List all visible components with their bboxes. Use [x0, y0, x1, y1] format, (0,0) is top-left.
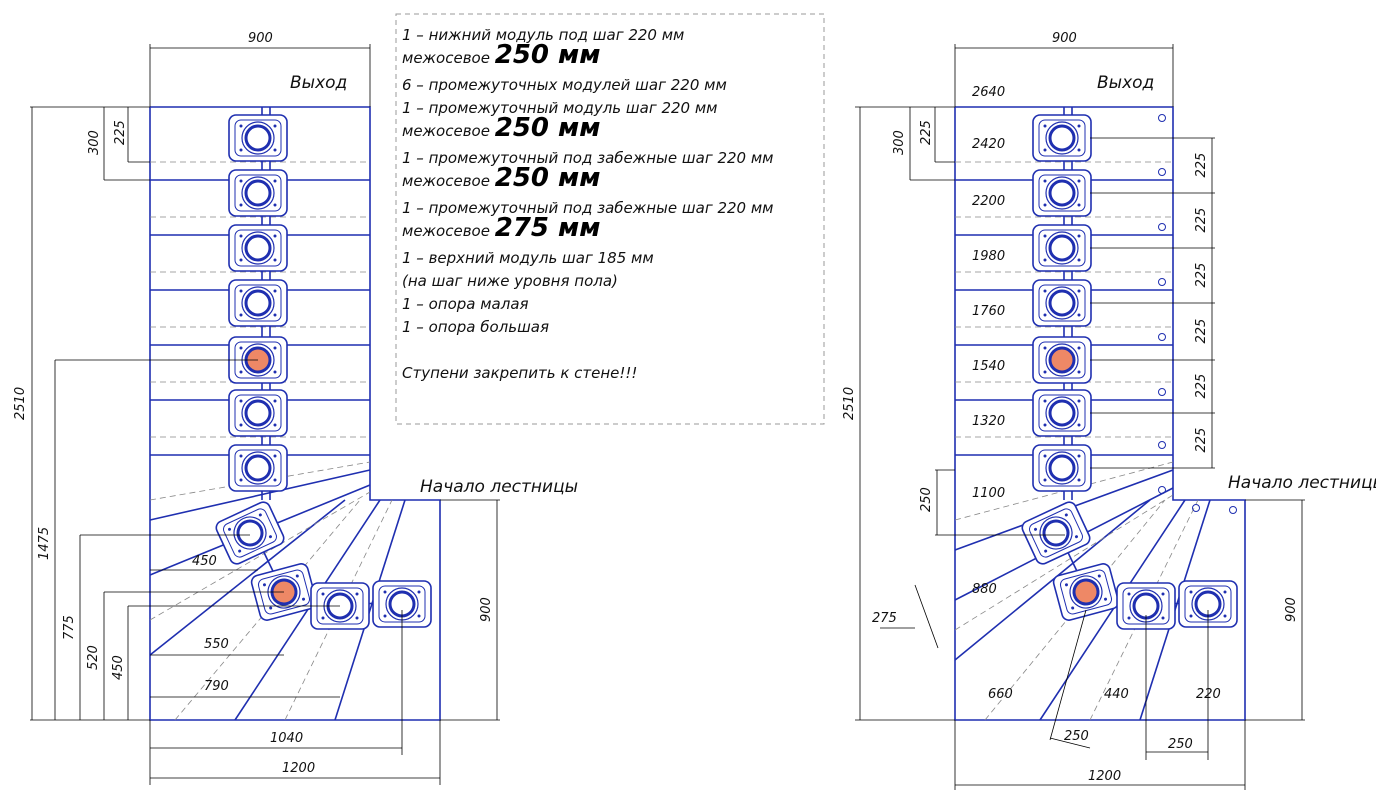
start-label-right: Начало лестницы: [1228, 473, 1376, 493]
mount-hole: [1158, 441, 1166, 449]
dim-250-right: 250: [919, 487, 934, 512]
dim-275-right: 275: [872, 611, 897, 626]
dim-250a-right: 250: [1064, 729, 1089, 744]
right-plan: Выход Начало лестницы 2640 2420 2200 1980 17…: [842, 31, 1376, 790]
tread-level-label: 1320: [972, 414, 1005, 429]
note-emphasis: 250 мм: [495, 40, 601, 70]
exit-label-right: Выход: [1097, 73, 1154, 93]
stair-module: [1032, 279, 1092, 327]
dim-900-left: 900: [479, 597, 494, 622]
stair-module: [228, 224, 288, 272]
stair-module: [215, 501, 285, 565]
note-line: межосевое 250 мм: [402, 163, 601, 193]
dim-300-left: 300: [87, 130, 102, 155]
mount-hole: [1192, 504, 1200, 512]
mount-hole: [1158, 278, 1166, 286]
dim-520-left: 520: [86, 645, 101, 670]
note-line: 1 – верхний модуль шаг 185 мм: [402, 249, 654, 267]
stair-module: [1032, 224, 1092, 272]
note-line: 1 – промежуточный под забежные шаг 220 м…: [402, 199, 774, 217]
note-line: 6 – промежуточных модулей шаг 220 мм: [402, 76, 727, 94]
note-line: Ступени закрепить к стене!!!: [402, 364, 637, 382]
dim-225-left: 225: [113, 120, 128, 145]
note-emphasis: 250 мм: [495, 113, 601, 143]
notes-box: [395, 13, 825, 425]
dim-225-step: 225: [1194, 319, 1209, 344]
dim-450-left: 450: [192, 554, 217, 569]
dim-225-step: 225: [1194, 374, 1209, 399]
stair-module: [1032, 389, 1092, 437]
note-emphasis: 275 мм: [495, 213, 601, 243]
stair-module: [1032, 444, 1092, 492]
tread-level-label: 2640: [972, 85, 1005, 100]
note-line: 1 – промежуточный модуль шаг 220 мм: [402, 99, 718, 117]
dim-1200-left: 1200: [282, 761, 315, 776]
note-line: межосевое 250 мм: [402, 113, 601, 143]
note-line: межосевое 250 мм: [402, 40, 601, 70]
stair-module: [1021, 501, 1091, 565]
dim-2510-right: 2510: [842, 387, 857, 420]
stair-module: [228, 389, 288, 437]
dim-225-right: 225: [919, 120, 934, 145]
dim-225-step: 225: [1194, 428, 1209, 453]
dim-225-step: 225: [1194, 263, 1209, 288]
dim-450v-left: 450: [111, 655, 126, 680]
support-post-large: [1032, 336, 1092, 384]
mount-hole: [1158, 333, 1166, 341]
tread-level-label: 2200: [972, 194, 1005, 209]
tread-level-label: 2420: [972, 137, 1005, 152]
tread-level-label: 880: [972, 582, 997, 597]
stair-module: [1032, 114, 1092, 162]
dim-900-top-left: 900: [248, 31, 273, 46]
tread-level-label: 1540: [972, 359, 1005, 374]
dim-1040-left: 1040: [270, 731, 303, 746]
note-line: (на шаг ниже уровня пола): [402, 272, 618, 290]
dim-790-left: 790: [204, 679, 229, 694]
mount-hole: [1158, 114, 1166, 122]
stair-module: [228, 169, 288, 217]
note-line: 1 – опора малая: [402, 295, 529, 313]
support-post-large: [1052, 563, 1120, 621]
dim-1200-right: 1200: [1088, 769, 1121, 784]
tread-level-label: 1760: [972, 304, 1005, 319]
note-line: 1 – нижний модуль под шаг 220 мм: [402, 26, 684, 44]
stair-module: [228, 279, 288, 327]
tread-level-label: 1100: [972, 486, 1005, 501]
stair-module: [310, 582, 370, 630]
tread-level-label: 1980: [972, 249, 1005, 264]
stair-module: [1178, 580, 1238, 628]
mount-hole: [1158, 388, 1166, 396]
tread-level-label: 220: [1196, 687, 1221, 702]
dim-550-left: 550: [204, 637, 229, 652]
dim-250b-right: 250: [1168, 737, 1193, 752]
stair-module: [228, 444, 288, 492]
note-emphasis: 250 мм: [495, 163, 601, 193]
dim-775-left: 775: [62, 615, 77, 640]
note-line: 1 – промежуточный под забежные шаг 220 м…: [402, 149, 774, 167]
dim-225-step: 225: [1194, 208, 1209, 233]
note-line: межосевое 275 мм: [402, 213, 601, 243]
mount-hole: [1158, 486, 1166, 494]
note-line: 1 – опора большая: [402, 318, 549, 336]
dim-300-right: 300: [892, 130, 907, 155]
dim-1475-left: 1475: [37, 527, 52, 560]
dim-900-top-right: 900: [1052, 31, 1077, 46]
stair-module: [372, 580, 432, 628]
dim-2510-left: 2510: [13, 387, 28, 420]
tread-level-label: 440: [1104, 687, 1129, 702]
left-plan: Выход Начало лестницы 900 2510 300 225 1…: [13, 31, 578, 785]
mount-hole: [1158, 223, 1166, 231]
mount-hole: [1158, 168, 1166, 176]
notes-list: 1 – нижний модуль под шаг 220 мммежосево…: [402, 26, 774, 382]
dim-225-step: 225: [1194, 153, 1209, 178]
exit-label-left: Выход: [290, 73, 347, 93]
dim-900-right: 900: [1284, 597, 1299, 622]
start-label-left: Начало лестницы: [420, 477, 578, 497]
tread-level-label: 660: [988, 687, 1013, 702]
stair-module: [228, 114, 288, 162]
mount-hole: [1229, 506, 1237, 514]
stair-module: [1032, 169, 1092, 217]
